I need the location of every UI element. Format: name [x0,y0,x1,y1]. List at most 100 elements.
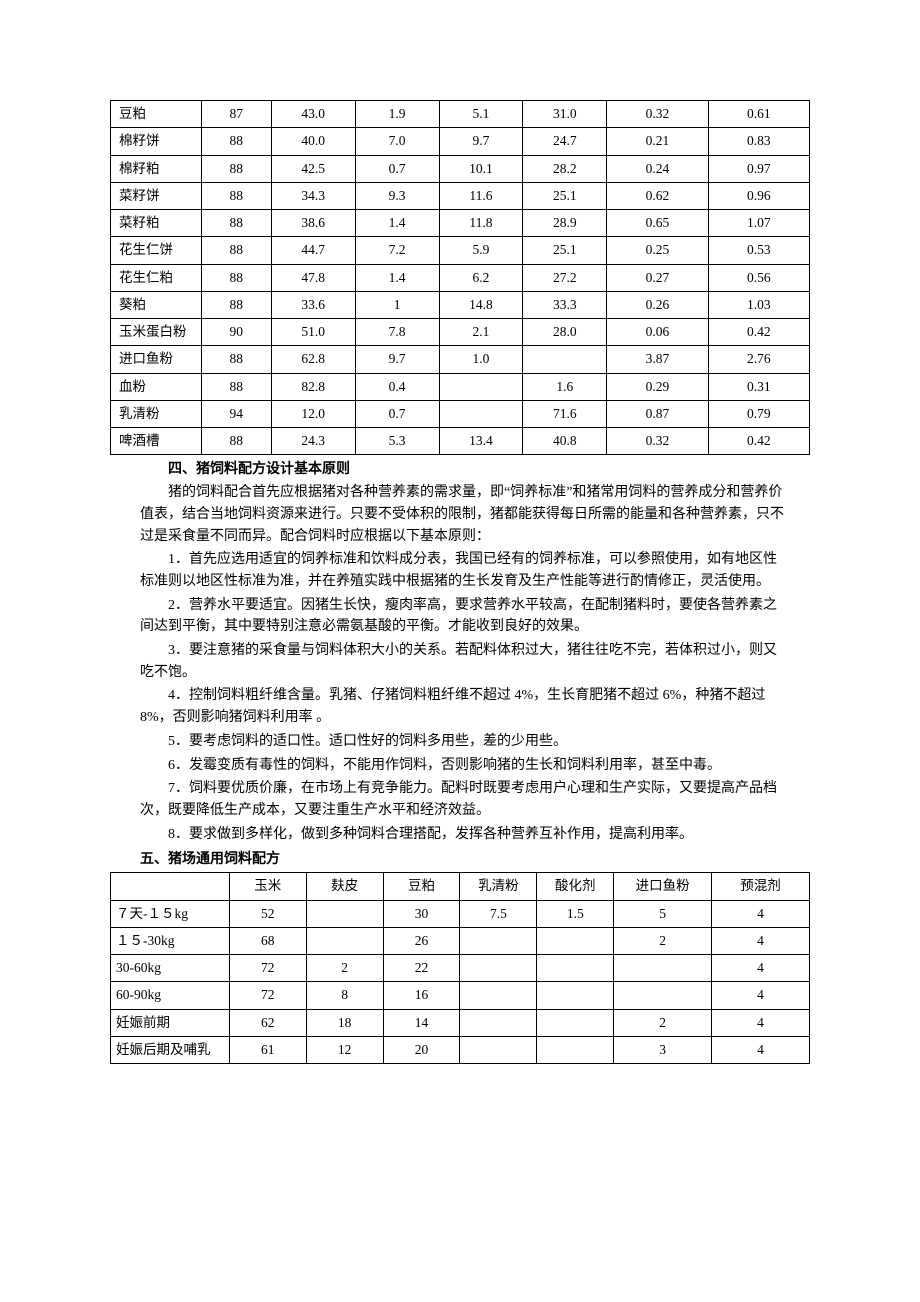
cell: 27.2 [523,264,607,291]
table-row: 菜籽饼8834.39.311.625.10.620.96 [111,182,810,209]
table-row: 进口鱼粉8862.89.71.03.872.76 [111,346,810,373]
cell: 0.24 [607,155,708,182]
cell: 1 [355,291,439,318]
cell: 11.6 [439,182,523,209]
cell: 40.0 [271,128,355,155]
cell: 28.9 [523,210,607,237]
paragraph: 5．要考虑饲料的适口性。适口性好的饲料多用些，差的少用些。 [140,731,790,753]
cell: 0.7 [355,155,439,182]
cell [439,373,523,400]
cell: 88 [201,373,271,400]
cell: 1.07 [708,210,809,237]
cell: 0.65 [607,210,708,237]
cell: 12.0 [271,400,355,427]
cell: 2 [614,927,712,954]
cell [537,955,614,982]
cell: 22 [383,955,460,982]
cell: 0.79 [708,400,809,427]
cell: 87 [201,101,271,128]
cell: 0.27 [607,264,708,291]
cell: 6.2 [439,264,523,291]
cell: 5 [614,900,712,927]
cell: 5.1 [439,101,523,128]
cell: 62 [229,1009,306,1036]
cell [460,1036,537,1063]
table-row: 豆粕8743.01.95.131.00.320.61 [111,101,810,128]
cell: 88 [201,128,271,155]
cell: 5.9 [439,237,523,264]
cell: 0.06 [607,319,708,346]
cell: 1.4 [355,210,439,237]
cell [460,982,537,1009]
cell: 61 [229,1036,306,1063]
table-row: 乳清粉9412.00.771.60.870.79 [111,400,810,427]
cell: 5.3 [355,428,439,455]
cell: 4 [712,900,810,927]
cell: 24.7 [523,128,607,155]
cell [537,1009,614,1036]
cell: 42.5 [271,155,355,182]
row-label: 60-90kg [111,982,230,1009]
cell: 9.3 [355,182,439,209]
header-cell: 麸皮 [306,873,383,900]
cell: 18 [306,1009,383,1036]
row-label: 葵粕 [111,291,202,318]
paragraph: 猪的饲料配合首先应根据猪对各种营养素的需求量，即“饲养标准”和猪常用饲料的营养成… [140,482,790,547]
table-row: 妊娠前期62181424 [111,1009,810,1036]
cell: 1.9 [355,101,439,128]
cell: 24.3 [271,428,355,455]
cell: 0.7 [355,400,439,427]
cell: 1.6 [523,373,607,400]
cell: 7.0 [355,128,439,155]
cell: 88 [201,182,271,209]
table-header-row: 玉米麸皮豆粕乳清粉酸化剂进口鱼粉预混剂 [111,873,810,900]
cell: 9.7 [355,346,439,373]
cell: 0.83 [708,128,809,155]
cell: 28.2 [523,155,607,182]
cell: 0.42 [708,319,809,346]
cell: 11.8 [439,210,523,237]
table-row: 花生仁粕8847.81.46.227.20.270.56 [111,264,810,291]
cell: 0.96 [708,182,809,209]
row-label: 菜籽饼 [111,182,202,209]
cell [537,927,614,954]
cell: 30 [383,900,460,927]
row-label: 花生仁粕 [111,264,202,291]
table-row: 啤酒槽8824.35.313.440.80.320.42 [111,428,810,455]
row-label: １５-30kg [111,927,230,954]
section5-title: 五、猪场通用饲料配方 [140,849,790,870]
cell: 2 [306,955,383,982]
cell [306,900,383,927]
row-label: ７天-１５kg [111,900,230,927]
cell: 88 [201,264,271,291]
cell: 0.97 [708,155,809,182]
header-cell: 乳清粉 [460,873,537,900]
cell: 2.76 [708,346,809,373]
cell: 14.8 [439,291,523,318]
cell [523,346,607,373]
cell: 0.53 [708,237,809,264]
table-row: 妊娠后期及哺乳61122034 [111,1036,810,1063]
cell: 0.32 [607,101,708,128]
cell: 0.29 [607,373,708,400]
cell [306,927,383,954]
row-label: 玉米蛋白粉 [111,319,202,346]
cell: 4 [712,955,810,982]
row-label: 豆粕 [111,101,202,128]
cell: 0.26 [607,291,708,318]
row-label: 妊娠前期 [111,1009,230,1036]
feed-formula-table: 玉米麸皮豆粕乳清粉酸化剂进口鱼粉预混剂７天-１５kg52307.51.554１５… [110,872,810,1064]
cell: 7.2 [355,237,439,264]
row-label: 进口鱼粉 [111,346,202,373]
cell: 0.25 [607,237,708,264]
cell: 51.0 [271,319,355,346]
cell [537,982,614,1009]
paragraph: 4．控制饲料粗纤维含量。乳猪、仔猪饲料粗纤维不超过 4%，生长育肥猪不超过 6%… [140,685,790,728]
cell: 0.62 [607,182,708,209]
cell: 88 [201,291,271,318]
cell [460,955,537,982]
cell: 16 [383,982,460,1009]
cell: 7.5 [460,900,537,927]
header-cell: 豆粕 [383,873,460,900]
table-row: 玉米蛋白粉9051.07.82.128.00.060.42 [111,319,810,346]
